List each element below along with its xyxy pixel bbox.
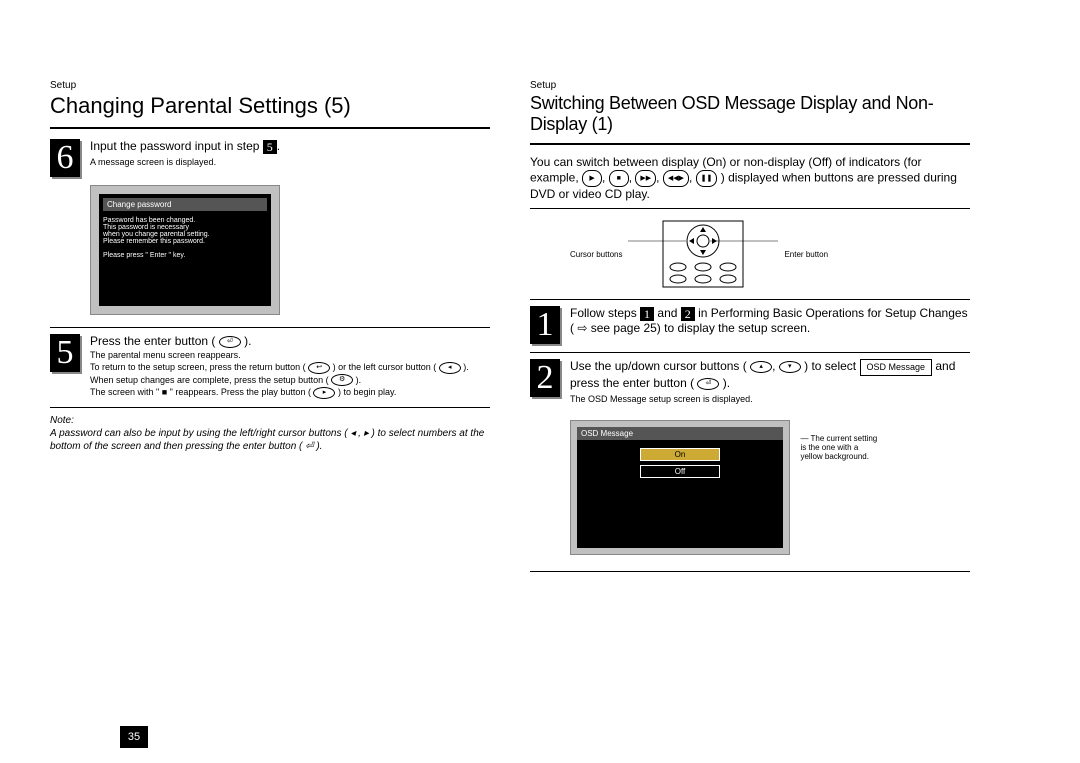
right-column: Setup Switching Between OSD Message Disp… xyxy=(530,80,970,578)
step-1: 1 Follow steps 1 and 2 in Performing Bas… xyxy=(530,306,970,344)
step5-l4c: ) to begin play. xyxy=(338,387,396,397)
step5-head: Press the enter button ( xyxy=(90,334,215,348)
remote-diagram: Cursor buttons Enter button xyxy=(570,219,970,289)
right-section-label: Setup xyxy=(530,80,970,91)
setup-button-icon: ⚙ xyxy=(331,374,353,386)
step2-b: ) to select xyxy=(804,359,856,373)
step-number-2: 2 xyxy=(530,359,560,397)
right-title: Switching Between OSD Message Display an… xyxy=(530,93,970,135)
step5-l3b: ). xyxy=(356,375,362,385)
ffwd-icon: ▶▶ xyxy=(635,170,656,187)
screen-line: Please remember this password. xyxy=(103,238,267,245)
osd-caption: — The current setting is the one with a … xyxy=(800,434,880,461)
divider xyxy=(530,299,970,300)
step-6: 6 Input the password input in step 5. A … xyxy=(50,139,490,177)
play-button-icon: ▸ xyxy=(313,387,335,399)
screen-title: Change password xyxy=(103,198,267,211)
left-cursor-icon: ◂ xyxy=(439,362,461,374)
divider xyxy=(530,571,970,572)
note-heading: Note: xyxy=(50,415,74,426)
left-section-label: Setup xyxy=(50,80,490,91)
osd-option-on: On xyxy=(640,448,720,461)
divider xyxy=(50,407,490,408)
password-changed-screenshot: Change password Password has been change… xyxy=(90,185,280,315)
step-2: 2 Use the up/down cursor buttons ( ▴, ▾ … xyxy=(530,359,970,406)
step2-e: ). xyxy=(723,376,730,390)
step2-sub: The OSD Message setup screen is displaye… xyxy=(570,394,753,404)
step5-l2a: To return to the setup screen, press the… xyxy=(90,362,306,372)
step5-l4b: " reappears. Press the play button ( xyxy=(170,387,311,397)
cursor-buttons-label: Cursor buttons xyxy=(570,250,622,259)
enter-button-icon: ⏎ xyxy=(219,336,241,348)
step-5: 5 Press the enter button ( ⏎ ). The pare… xyxy=(50,334,490,399)
note-block: Note: A password can also be input by us… xyxy=(50,414,490,453)
screen-line: Password has been changed. xyxy=(103,217,267,224)
osd-screen-title: OSD Message xyxy=(577,427,783,440)
divider xyxy=(530,352,970,353)
left-title: Changing Parental Settings (5) xyxy=(50,93,490,119)
screen-line: This password is necessary xyxy=(103,224,267,231)
rev-icon: ◀◀▶ xyxy=(663,170,689,187)
up-cursor-icon: ▴ xyxy=(750,361,772,373)
pause-icon: ❚❚ xyxy=(696,170,718,187)
osd-screenshot: OSD Message On Off xyxy=(570,420,790,555)
step5-l4a: The screen with " xyxy=(90,387,159,397)
divider xyxy=(530,208,970,209)
enter-button-label: Enter button xyxy=(784,250,828,259)
stop-icon: ■ xyxy=(609,170,629,187)
screen-line: Please press " Enter " key. xyxy=(103,252,267,259)
divider xyxy=(50,327,490,328)
step5-l1: The parental menu screen reappears. xyxy=(90,350,241,360)
step2-a: Use the up/down cursor buttons ( xyxy=(570,359,747,373)
step6-sub: A message screen is displayed. xyxy=(90,157,216,167)
note-body: A password can also be input by using th… xyxy=(50,428,484,452)
step-number-1: 1 xyxy=(530,306,560,344)
step5-l3a: When setup changes are complete, press t… xyxy=(90,375,329,385)
osd-option-off: Off xyxy=(640,465,720,478)
divider xyxy=(530,143,970,145)
divider xyxy=(50,127,490,129)
return-button-icon: ↩︎ xyxy=(308,362,330,374)
page-number: 35 xyxy=(120,726,148,748)
step-number-6: 6 xyxy=(50,139,80,177)
left-column: Setup Changing Parental Settings (5) 6 I… xyxy=(50,80,490,578)
step1-b: and xyxy=(657,306,677,320)
step5-l2c: ). xyxy=(463,362,469,372)
osd-screenshot-row: OSD Message On Off — The current setting… xyxy=(530,414,970,565)
ref-2-icon: 2 xyxy=(681,307,695,321)
down-cursor-icon: ▾ xyxy=(779,361,801,373)
step5-l2b: ) or the left cursor button ( xyxy=(333,362,437,372)
step6-head: Input the password input in step xyxy=(90,139,259,153)
step1-a: Follow steps xyxy=(570,306,637,320)
play-icon: ▶ xyxy=(582,170,602,187)
step-number-5: 5 xyxy=(50,334,80,372)
ref-1-icon: 1 xyxy=(640,307,654,321)
osd-message-selection: OSD Message xyxy=(860,359,933,376)
ref-step-5-icon: 5 xyxy=(263,140,277,154)
screen-line: when you change parental setting. xyxy=(103,231,267,238)
remote-svg xyxy=(628,219,778,289)
enter-button-icon: ⏎ xyxy=(697,378,719,390)
step1-d: see page 25) to display the setup screen… xyxy=(591,321,810,335)
intro-paragraph: You can switch between display (On) or n… xyxy=(530,155,970,202)
